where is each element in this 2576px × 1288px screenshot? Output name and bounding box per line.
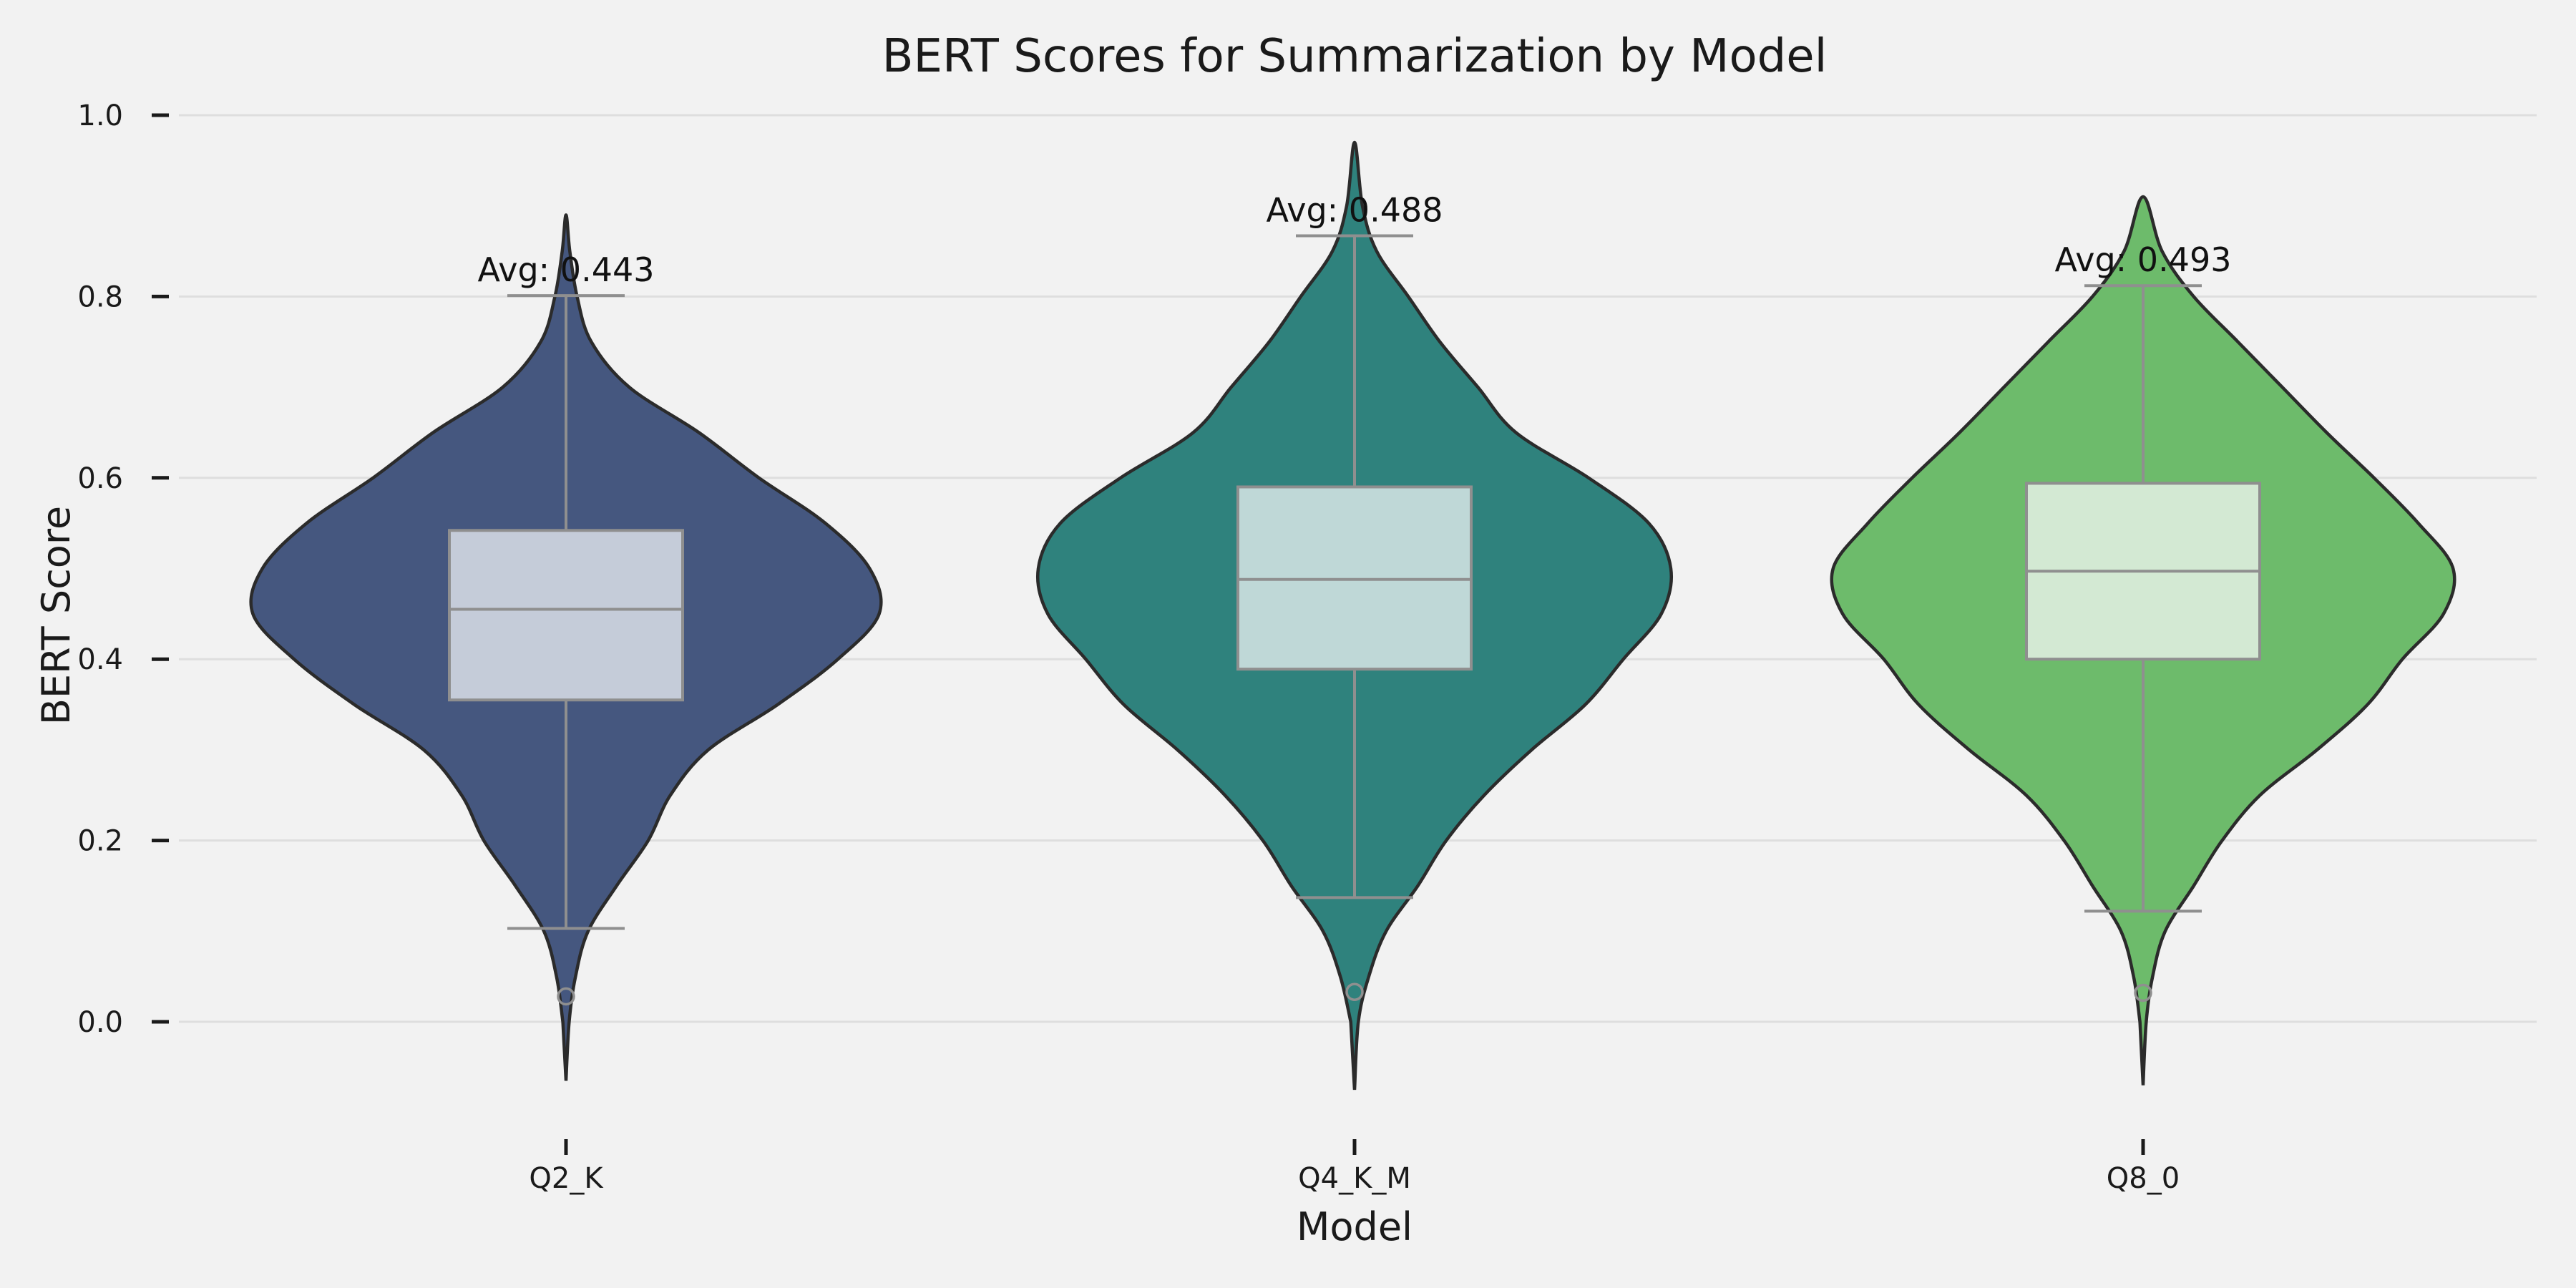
x-axis: Q2_K Q4_K_M Q8_0	[529, 1139, 2180, 1195]
y-tick-label: 1.0	[77, 99, 123, 132]
y-tick-label: 0.8	[77, 280, 123, 313]
y-tick-label: 0.4	[77, 643, 123, 676]
avg-label-q4-k-m: Avg: 0.488	[1266, 191, 1443, 230]
y-tick-label: 0.6	[77, 462, 123, 495]
chart-title: BERT Scores for Summarization by Model	[882, 30, 1828, 83]
x-axis-label: Model	[1297, 1204, 1413, 1249]
y-axis: 0.0 0.2 0.4 0.6 0.8 1.0	[77, 99, 169, 1039]
y-tick-label: 0.2	[77, 825, 123, 858]
outlier-point	[2134, 983, 2152, 1002]
x-tick-label: Q2_K	[529, 1162, 604, 1195]
avg-label-q8-0: Avg: 0.493	[2054, 240, 2231, 279]
boxplot-q8-0	[2025, 284, 2261, 1002]
y-tick-label: 0.0	[77, 1006, 123, 1039]
boxplots	[448, 234, 2261, 1006]
outlier-point	[1345, 982, 1364, 1001]
x-tick-label: Q8_0	[2107, 1162, 2180, 1195]
x-tick-label: Q4_K_M	[1298, 1162, 1411, 1195]
boxplot-q2-k	[448, 294, 684, 1006]
y-axis-label: BERT Score	[34, 506, 79, 725]
avg-labels: Avg: 0.443 Avg: 0.488 Avg: 0.493	[477, 191, 2231, 290]
outlier-point	[557, 987, 575, 1006]
avg-label-q2-k: Avg: 0.443	[477, 250, 654, 289]
boxplot-q4-k-m	[1236, 234, 1473, 1001]
iqr-box	[448, 529, 684, 702]
